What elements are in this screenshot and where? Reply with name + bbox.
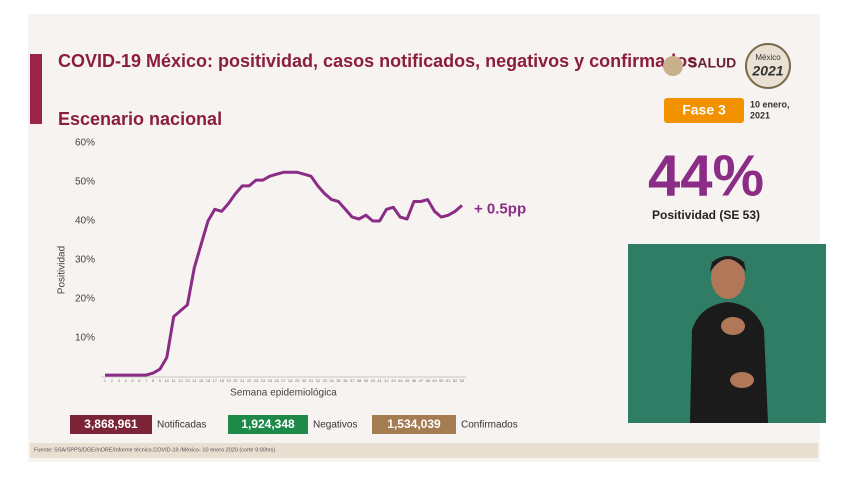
interpreter-hand — [730, 372, 754, 388]
data-line — [105, 170, 463, 377]
date-line: 10 enero, — [750, 99, 790, 109]
summary-value: 3,868,961 — [84, 417, 138, 431]
interpreter-hair — [710, 256, 746, 272]
x-tick-label: 22 — [247, 378, 252, 383]
x-tick-label: 4 — [124, 378, 127, 383]
x-tick-label: 1 — [104, 378, 107, 383]
y-axis-label: Positividad — [57, 246, 68, 294]
x-tick-label: 27 — [281, 378, 286, 383]
kpi-label: Positividad (SE 53) — [652, 208, 760, 222]
x-tick-label: 18 — [219, 378, 224, 383]
interpreter-head — [711, 257, 745, 299]
x-tick-label: 36 — [343, 378, 348, 383]
summary-box — [228, 415, 308, 434]
x-tick-label: 10 — [165, 378, 170, 383]
salud-emblem — [663, 56, 683, 76]
x-tick-label: 34 — [329, 378, 334, 383]
annotation: + 0.5pp — [474, 200, 526, 217]
x-tick-label: 3 — [118, 378, 121, 383]
summary-label: Negativos — [313, 420, 357, 431]
summary-label: Notificadas — [157, 420, 206, 431]
x-tick-label: 37 — [350, 378, 355, 383]
salud-logo: SALUD — [688, 55, 736, 71]
x-tick-label: 14 — [192, 378, 197, 383]
logo-year: 2021 — [751, 63, 783, 79]
y-tick-label: 50% — [75, 177, 95, 188]
x-tick-label: 15 — [199, 378, 204, 383]
x-tick-label: 39 — [364, 378, 369, 383]
mexico-2021-logo — [745, 43, 791, 89]
x-tick-label: 40 — [371, 378, 376, 383]
x-tick-label: 26 — [274, 378, 279, 383]
summary-value: 1,924,348 — [241, 417, 295, 431]
accent-bar — [30, 54, 42, 124]
x-tick-label: 28 — [288, 378, 293, 383]
x-tick-label: 32 — [316, 378, 321, 383]
x-tick-label: 38 — [357, 378, 362, 383]
x-tick-label: 45 — [405, 378, 410, 383]
x-tick-label: 8 — [152, 378, 155, 383]
x-tick-label: 25 — [268, 378, 273, 383]
x-tick-label: 11 — [172, 378, 177, 383]
x-tick-label: 53 — [460, 378, 465, 383]
x-tick-label: 20 — [233, 378, 238, 383]
x-tick-label: 9 — [159, 378, 162, 383]
summary-box — [70, 415, 152, 434]
y-tick-label: 30% — [75, 255, 95, 266]
x-tick-label: 52 — [453, 378, 458, 383]
x-tick-label: 42 — [384, 378, 389, 383]
x-tick-label: 43 — [391, 378, 396, 383]
x-tick-label: 17 — [213, 378, 218, 383]
x-tick-label: 48 — [425, 378, 430, 383]
x-tick-label: 30 — [302, 378, 307, 383]
footer-source: Fuente: SSA/SPPS/DGE/InDRE/Informe técni… — [34, 447, 275, 453]
x-tick-label: 16 — [206, 378, 211, 383]
summary-label: Confirmados — [461, 420, 518, 431]
x-tick-label: 5 — [131, 378, 134, 383]
x-tick-label: 23 — [254, 378, 259, 383]
x-tick-label: 44 — [398, 378, 403, 383]
date-line: 2021 — [750, 110, 770, 120]
x-tick-label: 29 — [295, 378, 300, 383]
phase-badge — [664, 98, 744, 123]
x-tick-label: 24 — [261, 378, 266, 383]
y-tick-label: 20% — [75, 294, 95, 305]
chart-subtitle: Escenario nacional — [58, 109, 222, 129]
x-tick-label: 51 — [446, 378, 451, 383]
x-tick-label: 50 — [439, 378, 444, 383]
y-tick-label: 40% — [75, 216, 95, 227]
interpreter-hand — [721, 317, 745, 335]
footer-band — [30, 443, 818, 458]
x-tick-label: 19 — [226, 378, 231, 383]
phase-label: Fase 3 — [682, 102, 726, 118]
x-tick-label: 35 — [336, 378, 341, 383]
x-tick-label: 31 — [309, 378, 314, 383]
interpreter-body — [690, 302, 768, 423]
x-tick-label: 2 — [111, 378, 114, 383]
x-tick-label: 41 — [377, 378, 382, 383]
x-tick-label: 6 — [138, 378, 141, 383]
logo-text: México — [755, 53, 781, 62]
x-tick-label: 7 — [145, 378, 148, 383]
summary-value: 1,534,039 — [387, 417, 441, 431]
chart-title: COVID-19 México: positividad, casos noti… — [58, 51, 697, 71]
x-tick-label: 47 — [419, 378, 424, 383]
x-tick-label: 49 — [432, 378, 437, 383]
x-axis-label: Semana epidemiológica — [230, 388, 337, 399]
x-tick-label: 46 — [412, 378, 417, 383]
x-tick-label: 21 — [240, 378, 245, 383]
x-tick-label: 13 — [185, 378, 190, 383]
x-tick-label: 33 — [322, 378, 327, 383]
y-tick-label: 10% — [75, 333, 95, 344]
summary-box — [372, 415, 456, 434]
x-tick-label: 12 — [178, 378, 183, 383]
chart: 10%20%30%40%50%60%1 2 3 4 5 6 7 8 9 10 11 12 13 14 15 1… — [57, 138, 526, 399]
kpi-value: 44% — [648, 143, 764, 208]
y-tick-label: 60% — [75, 138, 95, 149]
